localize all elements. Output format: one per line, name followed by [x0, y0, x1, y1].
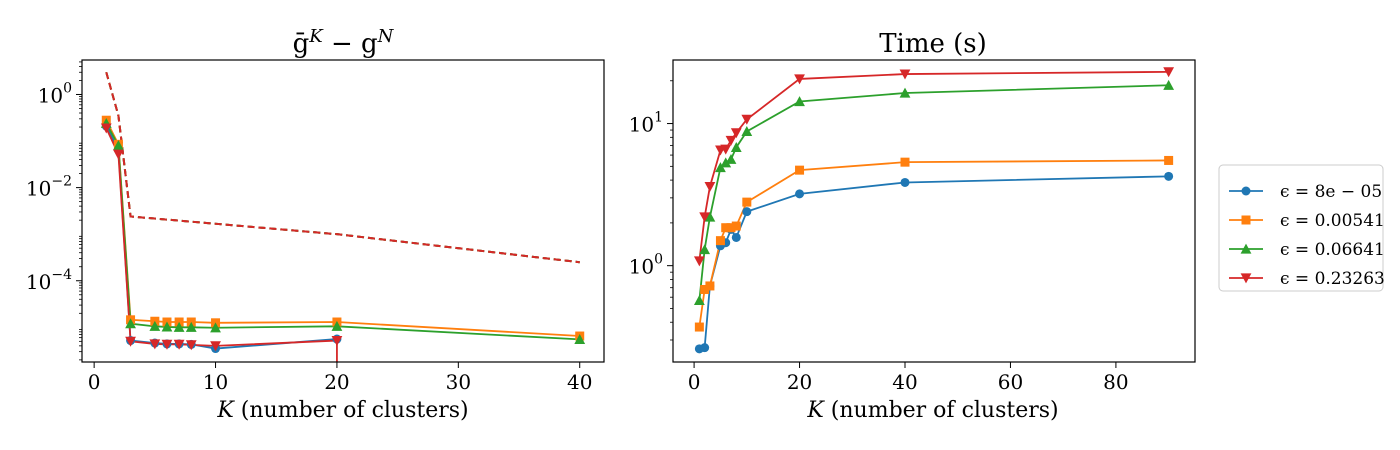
chart-error-gap: ḡK − gN 0 10 20 30 40 100 10−2 10−4 K (number …: [26, 26, 605, 423]
data-point: [795, 165, 805, 175]
chart-title: Time (s): [879, 29, 987, 59]
data-point: [210, 322, 221, 333]
data-point: [741, 114, 753, 125]
data-point: [725, 153, 737, 164]
data-point: [726, 223, 736, 233]
legend-label: ϵ = 0.06641: [1280, 240, 1385, 260]
data-point: [731, 221, 741, 231]
data-point: [700, 284, 710, 294]
data-point: [899, 69, 911, 80]
legend-marker: [1240, 243, 1252, 254]
x-tick-label: 80: [1103, 370, 1128, 394]
data-point: [1164, 155, 1174, 165]
data-point: [794, 96, 805, 107]
x-tick-label: 0: [88, 370, 101, 394]
data-point: [100, 123, 112, 134]
data-point: [161, 321, 173, 332]
data-point: [742, 207, 752, 217]
legend-marker: [1241, 186, 1251, 196]
legend: ϵ = 8e − 05 ϵ = 0.00541 ϵ = 0.06641 ϵ = 0.2…: [1218, 164, 1385, 292]
y-axis-ticks: 100 10−2 10−4: [26, 61, 82, 361]
data-point: [900, 177, 910, 187]
x-tick-label: 20: [324, 370, 349, 394]
x-tick-label: 40: [567, 370, 592, 394]
y-tick-label: 10−4: [26, 267, 72, 294]
data-point: [741, 126, 753, 137]
x-axis-ticks: 0 10 20 30 40: [88, 362, 592, 394]
data-point: [795, 189, 805, 199]
data-point: [704, 211, 716, 222]
data-point: [900, 157, 910, 167]
y-tick-label: 101: [629, 110, 663, 137]
data-point: [704, 182, 716, 193]
data-point: [185, 340, 197, 351]
y-axis-ticks: 100 101: [629, 80, 673, 341]
x-axis-ticks: 0 20 40 60 80: [688, 362, 1129, 394]
reference-dashed-line: [105, 71, 580, 264]
data-point: [693, 256, 705, 267]
legend-marker: [1240, 273, 1252, 284]
data-point: [1163, 67, 1175, 78]
data-point: [694, 322, 704, 332]
plot-area: [100, 71, 586, 362]
data-point: [731, 232, 741, 242]
data-point: [730, 141, 742, 152]
x-tick-label: 0: [688, 370, 701, 394]
data-point: [113, 149, 124, 160]
data-point: [720, 157, 732, 168]
x-tick-label: 40: [892, 370, 917, 394]
data-point: [149, 320, 161, 331]
data-point: [705, 281, 715, 291]
y-tick-label: 100: [38, 80, 72, 107]
chart-time: Time (s) 0 20 40 60 80 100 101 K (number of c…: [629, 29, 1196, 423]
data-point: [113, 140, 124, 151]
y-tick-label: 100: [629, 252, 663, 279]
data-point: [1164, 171, 1174, 181]
data-point: [161, 339, 173, 350]
plot-area: [693, 67, 1175, 354]
data-point: [693, 294, 705, 305]
data-point: [1163, 79, 1175, 90]
data-point: [149, 339, 161, 350]
legend-marker: [1241, 215, 1251, 225]
data-point: [725, 135, 737, 146]
data-point: [185, 321, 197, 332]
legend-entries: ϵ = 8e − 05 ϵ = 0.00541 ϵ = 0.06641 ϵ = 0.2…: [1229, 182, 1385, 289]
y-tick-label: 10−2: [26, 174, 72, 201]
axes-frame: [672, 59, 1196, 363]
x-axis-label: K (number of clusters): [216, 398, 468, 423]
legend-label: ϵ = 0.00541: [1280, 211, 1385, 231]
data-point: [125, 318, 136, 329]
data-point: [699, 244, 711, 255]
chart-title: ḡK − gN: [293, 26, 395, 59]
data-point: [125, 336, 136, 347]
x-tick-label: 20: [787, 370, 812, 394]
axes-frame: [81, 59, 605, 363]
data-point: [720, 144, 732, 155]
data-point: [331, 320, 343, 331]
data-point: [721, 223, 731, 233]
x-tick-label: 30: [446, 370, 471, 394]
data-point: [173, 321, 185, 332]
x-axis-label: K (number of clusters): [806, 398, 1058, 423]
x-tick-label: 10: [203, 370, 228, 394]
data-point: [210, 341, 221, 352]
data-point: [794, 74, 805, 85]
data-point: [715, 236, 725, 246]
x-tick-label: 60: [998, 370, 1023, 394]
legend-label: ϵ = 0.23263: [1280, 269, 1385, 289]
data-point: [699, 212, 711, 223]
data-point: [331, 335, 343, 346]
data-point: [173, 339, 185, 350]
data-point: [899, 87, 911, 98]
legend-label: ϵ = 8e − 05: [1280, 182, 1382, 202]
data-point: [742, 197, 752, 207]
data-point: [730, 128, 742, 139]
data-point: [574, 334, 586, 345]
legend-box: [1218, 164, 1384, 292]
data-point: [700, 343, 710, 353]
